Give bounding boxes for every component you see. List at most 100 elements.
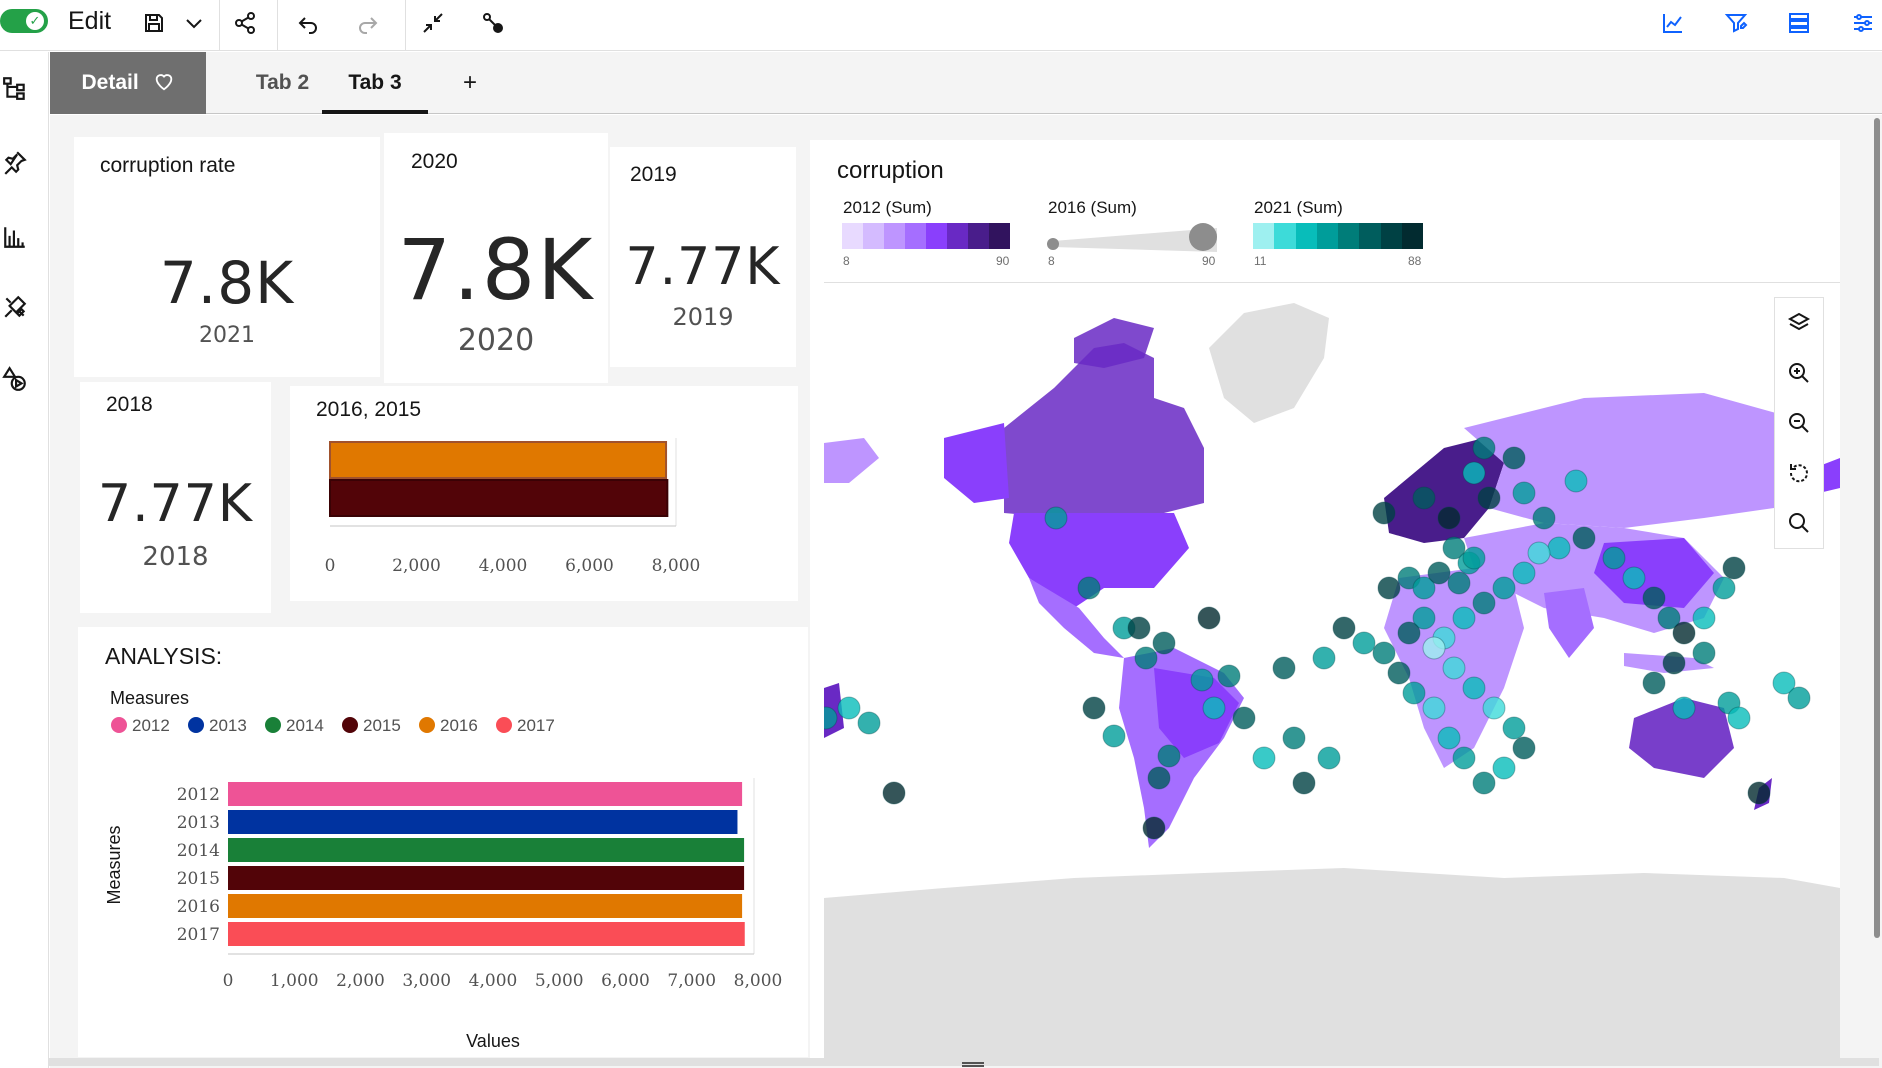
map-bubble[interactable] — [1317, 746, 1341, 770]
world-map[interactable] — [824, 288, 1840, 1058]
map-bubble[interactable] — [1197, 606, 1221, 630]
legend-item-2013[interactable]: 2013 — [188, 716, 247, 735]
layers-button[interactable] — [1775, 298, 1823, 348]
map-bubble[interactable] — [1082, 696, 1106, 720]
bar-2016[interactable] — [329, 441, 668, 479]
map-bubble[interactable] — [1134, 646, 1158, 670]
zoom-out-button[interactable] — [1775, 398, 1823, 448]
map-bubble[interactable] — [1127, 616, 1151, 640]
map-bubble[interactable] — [1572, 526, 1596, 550]
map-bubble[interactable] — [1190, 668, 1214, 692]
collapse-button[interactable] — [416, 6, 450, 40]
map-bubble[interactable] — [1442, 536, 1466, 560]
map-bubble[interactable] — [1492, 576, 1516, 600]
bar-2015[interactable] — [329, 479, 669, 517]
undo-button[interactable] — [291, 6, 325, 40]
bar-2016[interactable] — [228, 894, 743, 918]
resize-grip-icon[interactable] — [962, 1062, 984, 1067]
map-bubble[interactable] — [1642, 671, 1666, 695]
map-bubble[interactable] — [1044, 506, 1068, 530]
legend-item-2016[interactable]: 2016 — [419, 716, 478, 735]
map-bubble[interactable] — [1202, 696, 1226, 720]
add-tab-button[interactable]: + — [452, 52, 488, 114]
bar-2017[interactable] — [228, 922, 745, 946]
bar-2015[interactable] — [228, 866, 745, 890]
map-bubble[interactable] — [1422, 696, 1446, 720]
map-bubble[interactable] — [1292, 771, 1316, 795]
map-bubble[interactable] — [1564, 469, 1588, 493]
map-bubble[interactable] — [1437, 726, 1461, 750]
map-bubble[interactable] — [1502, 716, 1526, 740]
map-bubble[interactable] — [1427, 561, 1451, 585]
map-bubble[interactable] — [1472, 771, 1496, 795]
map-bubble[interactable] — [1477, 486, 1501, 510]
map-bubble[interactable] — [1152, 631, 1176, 655]
map-bubble[interactable] — [1692, 641, 1716, 665]
shapes-button[interactable] — [0, 362, 30, 396]
edit-mode-toggle[interactable]: ✓ — [0, 9, 48, 33]
visualizations-button[interactable] — [0, 220, 30, 254]
map-bubble[interactable] — [1722, 556, 1746, 580]
redo-button[interactable] — [351, 6, 385, 40]
map-bubble[interactable] — [1787, 686, 1811, 710]
map-bubble[interactable] — [1232, 706, 1256, 730]
map-bubble[interactable] — [1422, 636, 1446, 660]
filter-button[interactable] — [1719, 6, 1753, 40]
map-bubble[interactable] — [1462, 546, 1486, 570]
zoom-in-button[interactable] — [1775, 348, 1823, 398]
map-bubble[interactable] — [1642, 586, 1666, 610]
map-bubble[interactable] — [1502, 446, 1526, 470]
map-bubble[interactable] — [1527, 541, 1551, 565]
insights-button[interactable] — [1656, 6, 1690, 40]
map-bubble[interactable] — [1397, 621, 1421, 645]
legend-item-2012[interactable]: 2012 — [111, 716, 170, 735]
map-bubble[interactable] — [1712, 576, 1736, 600]
map-bubble[interactable] — [857, 711, 881, 735]
kpi-card-2018[interactable]: 2018 7.77K 2018 — [80, 382, 271, 613]
reset-view-button[interactable] — [1775, 448, 1823, 498]
assets-button[interactable] — [0, 290, 30, 324]
map-bubble[interactable] — [1352, 631, 1376, 655]
relationships-button[interactable] — [476, 6, 510, 40]
pin-button[interactable] — [0, 145, 30, 179]
map-bubble[interactable] — [1442, 656, 1466, 680]
map-bubble[interactable] — [1452, 606, 1476, 630]
map-bubble[interactable] — [1472, 591, 1496, 615]
map-bubble[interactable] — [1157, 744, 1181, 768]
map-bubble[interactable] — [1512, 736, 1536, 760]
map-bubble[interactable] — [1472, 436, 1496, 460]
map-bubble[interactable] — [1142, 816, 1166, 840]
map-bubble[interactable] — [837, 696, 861, 720]
share-button[interactable] — [228, 6, 262, 40]
map-bubble[interactable] — [1447, 571, 1471, 595]
map-bubble[interactable] — [1377, 576, 1401, 600]
map-bubble[interactable] — [1312, 646, 1336, 670]
bar-2012[interactable] — [228, 782, 743, 806]
analysis-chart-card[interactable]: ANALYSIS: Measures 2012 2013 2014 2015 2016 2… — [78, 627, 808, 1057]
map-bubble[interactable] — [1512, 561, 1536, 585]
map-search-button[interactable] — [1775, 498, 1823, 548]
map-bubble[interactable] — [1412, 606, 1436, 630]
map-bubble[interactable] — [1217, 664, 1241, 688]
map-bubble[interactable] — [1602, 546, 1626, 570]
map-bubble[interactable] — [1102, 724, 1126, 748]
map-bubble[interactable] — [1332, 616, 1356, 640]
kpi-card-corruption-rate[interactable]: corruption rate 7.8K 2021 — [74, 137, 380, 377]
map-bubble[interactable] — [1692, 606, 1716, 630]
map-bubble[interactable] — [1402, 681, 1426, 705]
map-bubble[interactable] — [1727, 706, 1751, 730]
map-bubble[interactable] — [1437, 506, 1461, 530]
map-bubble[interactable] — [1662, 651, 1686, 675]
vertical-scrollbar[interactable] — [1874, 118, 1880, 938]
map-bubble[interactable] — [1372, 501, 1396, 525]
map-bubble[interactable] — [1512, 481, 1536, 505]
map-bubble[interactable] — [1147, 766, 1171, 790]
map-bubble[interactable] — [1657, 606, 1681, 630]
map-bubble[interactable] — [1372, 641, 1396, 665]
data-sources-button[interactable] — [1782, 6, 1816, 40]
bar-chart-card-2016-2015[interactable]: 2016, 2015 0 2,000 4,000 6,000 8,000 — [290, 386, 798, 601]
bar-2013[interactable] — [228, 810, 738, 834]
tab-detail[interactable]: Detail — [50, 52, 206, 114]
heart-icon[interactable] — [153, 70, 175, 92]
map-bubble[interactable] — [1462, 676, 1486, 700]
